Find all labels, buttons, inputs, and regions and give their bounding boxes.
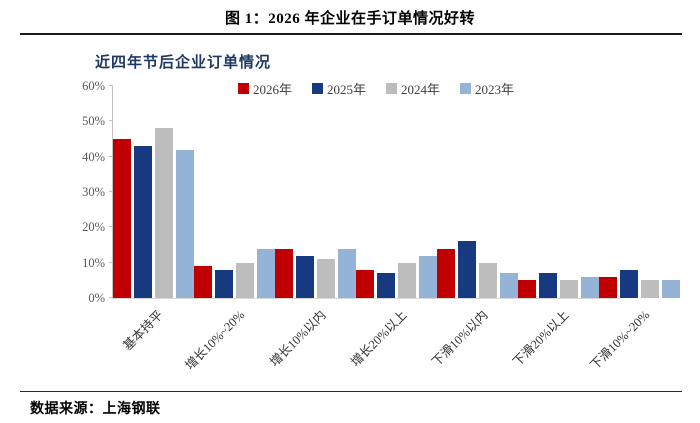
- bar-group: 基本持平: [113, 86, 194, 353]
- y-tick-label: 50%: [82, 114, 105, 129]
- legend-swatch: [238, 83, 249, 94]
- bar: [560, 280, 578, 298]
- x-axis-label: 下滑10%以内: [428, 307, 491, 370]
- bar: [539, 273, 557, 298]
- bar: [176, 149, 194, 298]
- bar: [155, 128, 173, 298]
- bar: [581, 276, 599, 298]
- chart-legend: 2026年 2025年 2024年 2023年: [238, 79, 514, 98]
- x-axis-label: 增长10%~20%: [182, 307, 248, 373]
- legend-label: 2025年: [327, 82, 367, 97]
- bar: [620, 269, 638, 298]
- bar: [236, 262, 254, 298]
- footer-divider: [20, 391, 682, 392]
- bar: [437, 248, 455, 298]
- legend-label: 2023年: [475, 82, 515, 97]
- legend-item: 2024年: [386, 79, 440, 98]
- bar: [113, 139, 131, 298]
- bar: [518, 280, 536, 298]
- y-tick-mark: [109, 120, 113, 122]
- bar: [296, 255, 314, 298]
- y-tick-mark: [109, 226, 113, 228]
- data-source: 数据来源：上海钢联: [30, 402, 161, 417]
- bar: [338, 248, 356, 298]
- legend-label: 2024年: [401, 82, 441, 97]
- bar: [215, 269, 233, 298]
- legend-swatch: [312, 83, 324, 94]
- x-axis-label: 下滑20%以上: [509, 307, 572, 370]
- y-tick-label: 60%: [82, 79, 105, 93]
- bar: [500, 273, 518, 298]
- bar-group: 下滑20%以上: [510, 86, 599, 369]
- bar: [194, 266, 212, 298]
- bar: [377, 273, 395, 298]
- title-divider: [20, 33, 682, 35]
- legend-item: 2025年: [312, 79, 366, 98]
- bar: [479, 262, 497, 298]
- bar-group: 增长10%~20%: [182, 86, 275, 373]
- y-tick-mark: [109, 191, 113, 192]
- legend-label: 2026年: [253, 82, 293, 97]
- y-tick-mark: [109, 261, 113, 263]
- figure-title: 图 1：2026 年企业在手订单情况好转: [224, 11, 475, 27]
- bar: [599, 276, 617, 298]
- bar-group: 增长20%以上: [348, 86, 437, 369]
- bar: [419, 255, 437, 298]
- y-tick-label: 20%: [82, 220, 105, 235]
- legend-swatch: [386, 83, 398, 94]
- legend-item: 2023年: [460, 79, 514, 98]
- bar-group: 下滑10%~20%: [587, 86, 680, 373]
- x-axis-label: 下滑10%~20%: [587, 307, 653, 373]
- y-tick-label: 0%: [88, 291, 105, 305]
- y-tick-label: 10%: [82, 255, 105, 270]
- y-tick-mark: [109, 85, 113, 86]
- bar-groups: 基本持平 增长10%~20% 增长10%以内 增长20%以上 下滑10%以内 下滑20%以…: [113, 86, 680, 373]
- bar: [134, 146, 152, 298]
- bar: [275, 248, 293, 298]
- chart-title: 近四年节后企业订单情况: [95, 55, 272, 71]
- plot-area: 0% 10% 20% 30% 40% 50% 60% 基本持平 增长10%~20% 增长10%以…: [82, 79, 680, 373]
- bar: [317, 259, 335, 298]
- x-axis-label: 基本持平: [120, 307, 167, 354]
- bar: [458, 241, 476, 298]
- bar: [641, 280, 659, 298]
- x-axis-label: 增长10%以内: [266, 307, 329, 370]
- bar: [398, 262, 416, 298]
- bar-group: 下滑10%以内: [429, 86, 518, 369]
- y-tick-mark: [109, 155, 113, 157]
- x-axis-label: 增长20%以上: [347, 307, 410, 370]
- bar: [662, 280, 680, 298]
- bar: [356, 269, 374, 298]
- y-tick-label: 30%: [82, 185, 105, 199]
- legend-item: 2026年: [238, 79, 292, 98]
- y-tick-label: 40%: [82, 149, 105, 164]
- bar-group: 增长10%以内: [267, 86, 356, 369]
- y-tick-mark: [109, 297, 113, 298]
- bar: [257, 248, 275, 298]
- legend-swatch: [460, 83, 472, 94]
